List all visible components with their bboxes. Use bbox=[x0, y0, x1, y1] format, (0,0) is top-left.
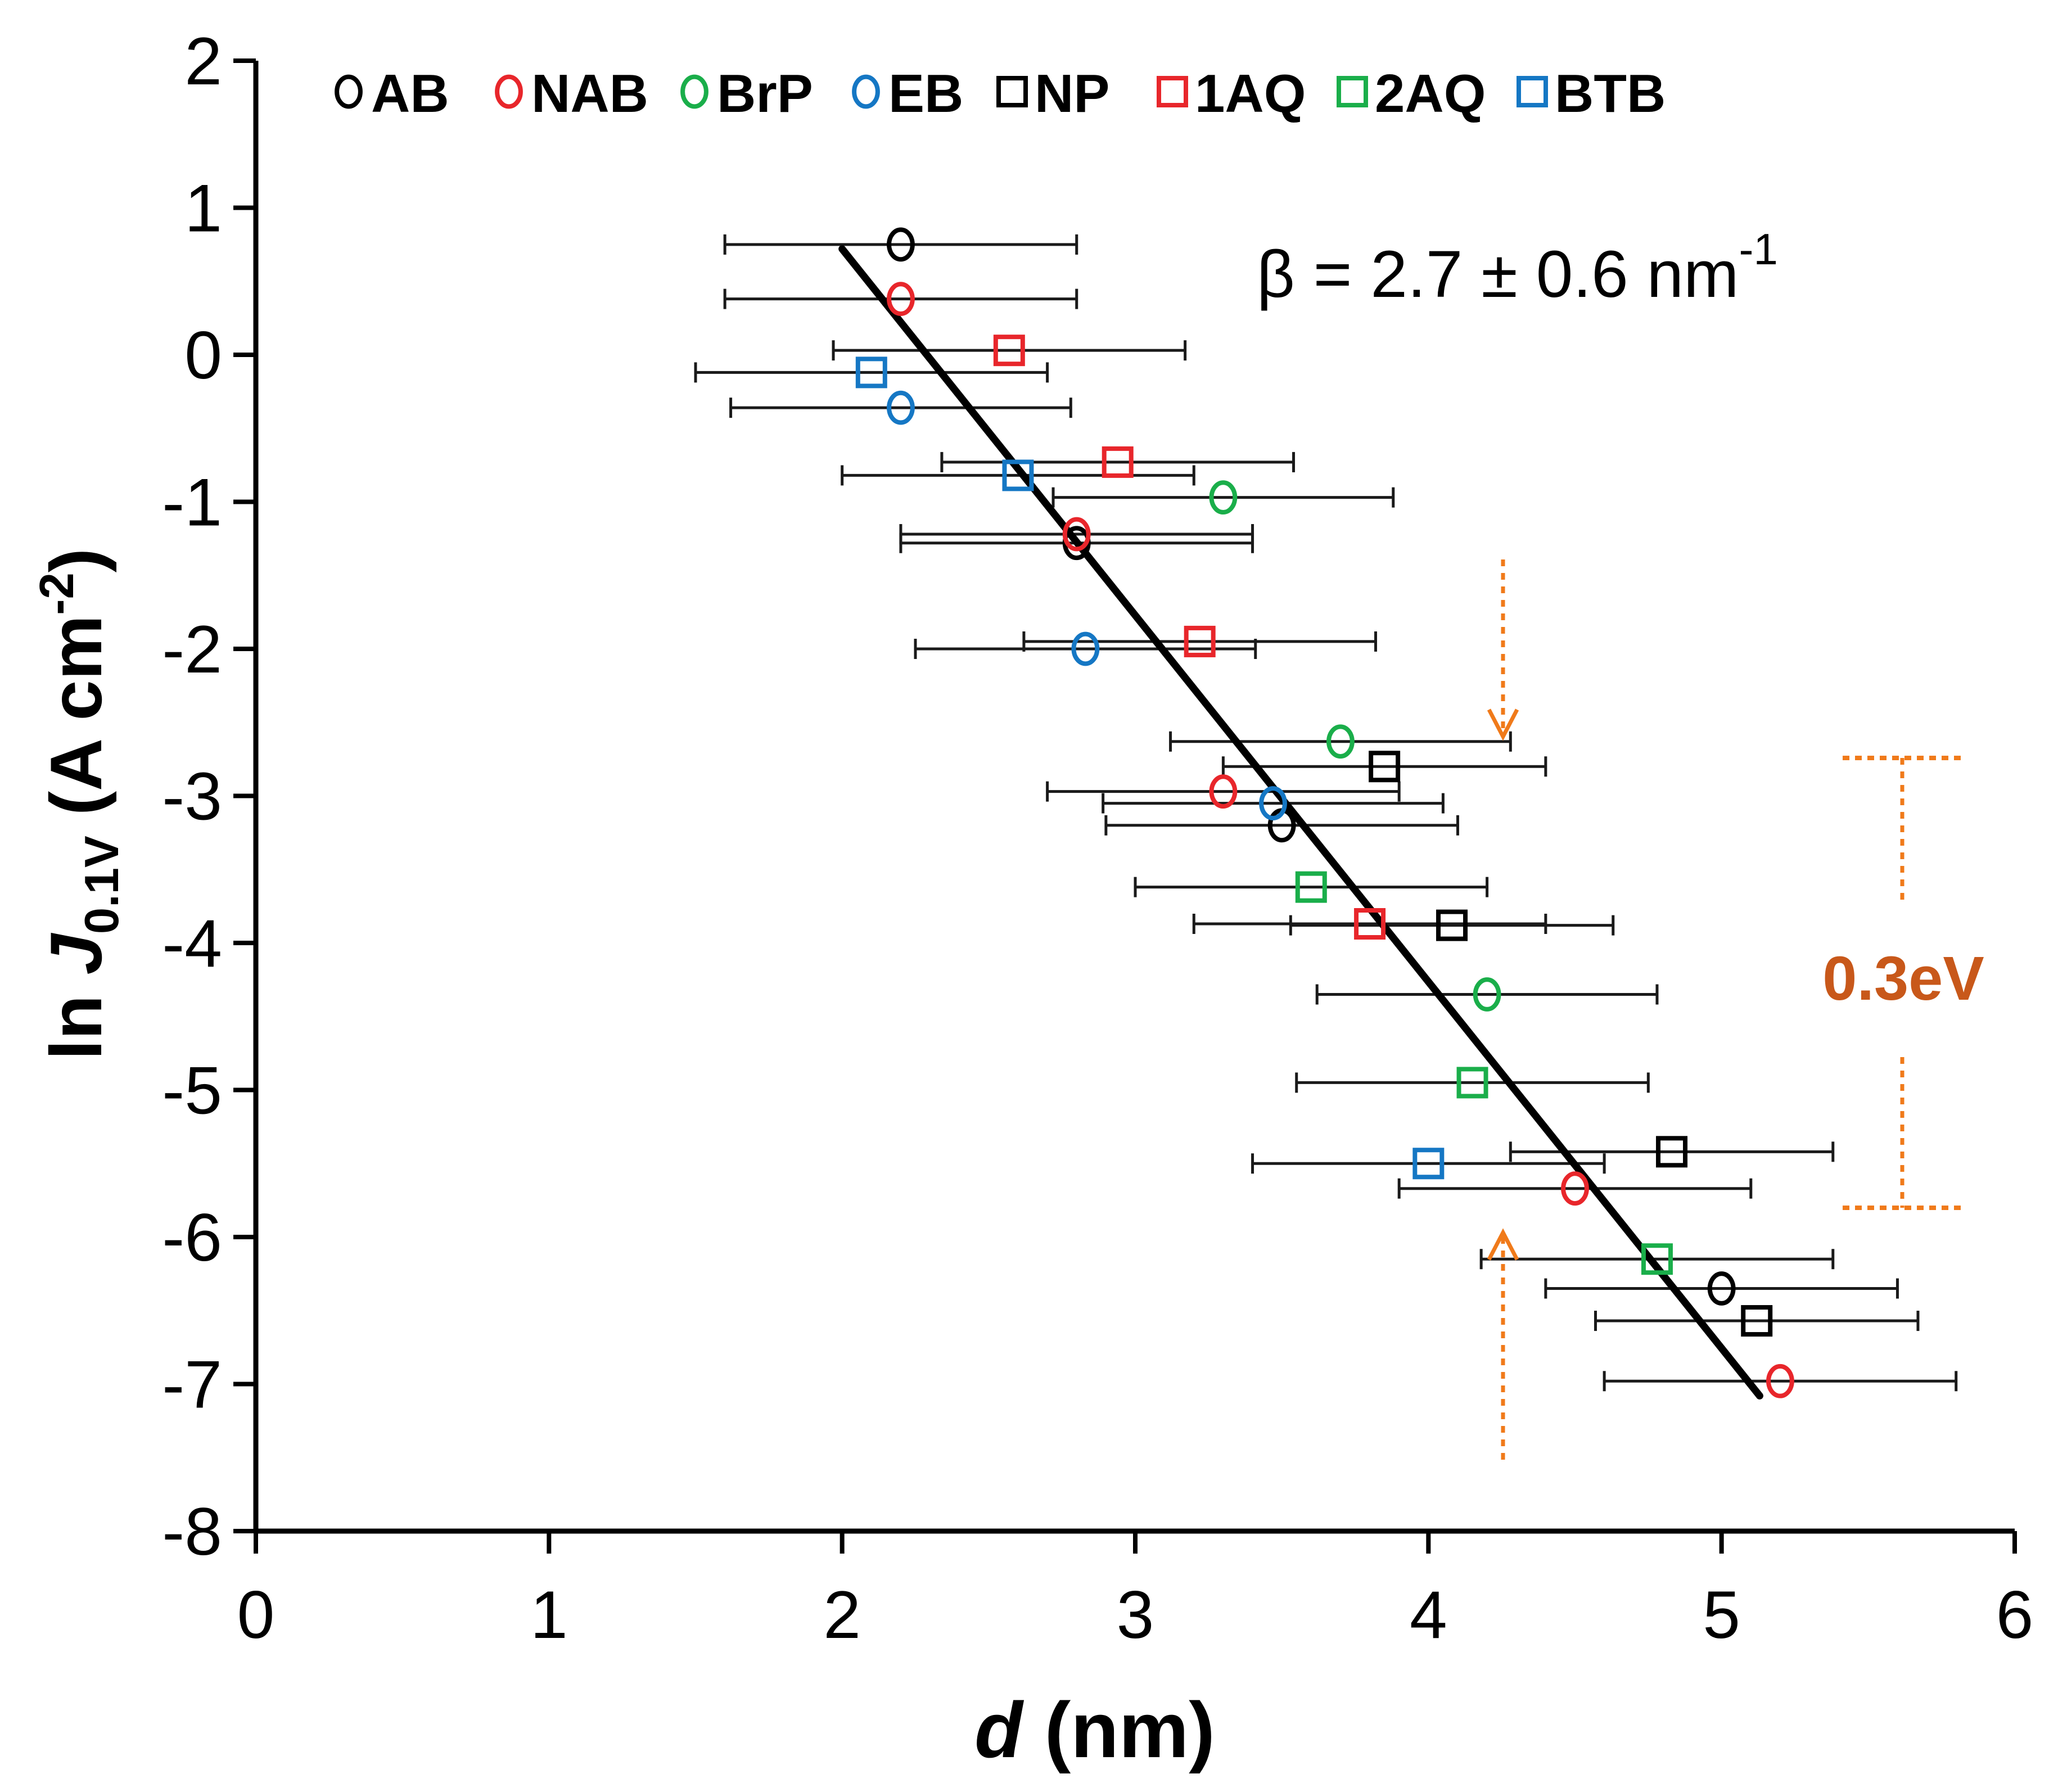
y-tick-label: -7 bbox=[162, 1347, 222, 1423]
legend-label-ab: AB bbox=[371, 64, 449, 124]
legend-marker-eb bbox=[852, 74, 880, 109]
data-markers bbox=[855, 227, 1794, 1398]
marker-btb bbox=[855, 356, 887, 389]
error-bars bbox=[694, 234, 1958, 1392]
legend: AB NAB BrP EB NP 1AQ 2AQ BTB bbox=[335, 64, 1666, 124]
legend-marker-ab bbox=[335, 74, 363, 109]
y-tick-label: -2 bbox=[162, 612, 222, 687]
marker-1aq bbox=[993, 335, 1025, 367]
y-axis-subscript: 0.1V bbox=[75, 836, 129, 934]
marker-np bbox=[1436, 909, 1468, 941]
x-tick-label: 4 bbox=[1410, 1577, 1447, 1653]
marker-eb bbox=[887, 390, 915, 425]
marker-brp bbox=[1473, 977, 1501, 1012]
x-ticks: 0 1 2 3 4 5 6 bbox=[237, 1531, 2034, 1653]
y-tick-label: -4 bbox=[162, 906, 222, 981]
marker-nab bbox=[1062, 517, 1091, 552]
legend-marker-brp bbox=[680, 74, 708, 109]
energy-annotation: 0.3eV bbox=[1487, 559, 1984, 1465]
marker-np bbox=[1656, 1136, 1688, 1168]
marker-nab bbox=[1209, 774, 1238, 809]
marker-2aq bbox=[1295, 871, 1327, 903]
y-axis-prefix: ln bbox=[35, 974, 117, 1060]
y-tick-label: -1 bbox=[162, 465, 222, 540]
y-tick-label: -5 bbox=[162, 1053, 222, 1129]
fit-line-group bbox=[838, 245, 1763, 1400]
marker-1aq bbox=[1354, 908, 1386, 940]
legend-marker-btb bbox=[1517, 76, 1548, 107]
y-tick-label: -6 bbox=[162, 1200, 222, 1275]
marker-1aq bbox=[1102, 446, 1134, 478]
marker-nab bbox=[887, 282, 915, 317]
x-tick-label: 1 bbox=[530, 1577, 568, 1653]
marker-ab bbox=[887, 227, 915, 262]
beta-annotation-superscript: -1 bbox=[1739, 224, 1777, 274]
marker-2aq bbox=[1641, 1243, 1673, 1275]
beta-annotation-text: β = 2.7 ± 0.6 nm bbox=[1257, 237, 1739, 312]
x-tick-label: 3 bbox=[1117, 1577, 1154, 1653]
legend-label-2aq: 2AQ bbox=[1375, 64, 1486, 124]
marker-eb bbox=[1071, 631, 1100, 666]
y-tick-label: 0 bbox=[184, 318, 222, 393]
marker-nab bbox=[1561, 1171, 1589, 1206]
y-axis-close: ) bbox=[35, 548, 117, 572]
marker-btb bbox=[1002, 459, 1034, 491]
lower-arrow-head bbox=[1487, 1228, 1519, 1261]
y-axis-variable: J bbox=[35, 932, 117, 974]
y-ticks: 2 1 0 -1 -2 -3 -4 -5 -6 -7 -8 bbox=[162, 24, 256, 1569]
axes bbox=[253, 61, 2015, 1534]
marker-brp bbox=[1326, 724, 1355, 759]
legend-marker-1aq bbox=[1157, 76, 1188, 107]
y-tick-label: 2 bbox=[184, 24, 222, 99]
beta-annotation: β = 2.7 ± 0.6 nm-1 bbox=[1257, 224, 1778, 312]
x-tick-label: 2 bbox=[823, 1577, 861, 1653]
legend-label-np: NP bbox=[1035, 64, 1109, 124]
x-axis-variable: d bbox=[974, 1686, 1024, 1774]
legend-marker-2aq bbox=[1337, 76, 1368, 107]
energy-label: 0.3eV bbox=[1822, 944, 1984, 1013]
legend-label-nab: NAB bbox=[531, 64, 648, 124]
y-tick-label: 1 bbox=[184, 171, 222, 246]
x-axis-unit: (nm) bbox=[1045, 1686, 1215, 1774]
upper-arrow-head bbox=[1487, 708, 1519, 741]
fit-line bbox=[838, 245, 1763, 1400]
x-tick-label: 5 bbox=[1703, 1577, 1740, 1653]
legend-label-btb: BTB bbox=[1555, 64, 1666, 124]
y-tick-label: -8 bbox=[162, 1494, 222, 1569]
y-tick-label: -3 bbox=[162, 759, 222, 834]
legend-label-eb: EB bbox=[888, 64, 963, 124]
legend-label-1aq: 1AQ bbox=[1195, 64, 1306, 124]
y-axis-superscript: -2 bbox=[30, 572, 84, 615]
marker-brp bbox=[1209, 480, 1238, 515]
marker-eb bbox=[1259, 786, 1287, 820]
x-tick-label: 0 bbox=[237, 1577, 275, 1653]
legend-marker-nab bbox=[495, 74, 523, 109]
legend-label-brp: BrP bbox=[717, 64, 813, 124]
x-tick-label: 6 bbox=[1996, 1577, 2034, 1653]
legend-marker-np bbox=[996, 76, 1028, 107]
marker-1aq bbox=[1184, 625, 1216, 657]
marker-2aq bbox=[1456, 1067, 1488, 1099]
x-axis-title: d (nm) bbox=[974, 1686, 1215, 1774]
marker-np bbox=[1369, 751, 1401, 783]
marker-np bbox=[1741, 1305, 1773, 1337]
marker-nab bbox=[1766, 1364, 1794, 1398]
marker-ab bbox=[1707, 1271, 1736, 1306]
marker-btb bbox=[1412, 1148, 1445, 1180]
y-axis-unit: (A cm bbox=[35, 615, 117, 836]
y-axis-title: ln J0.1V (A cm-2) bbox=[30, 548, 129, 1060]
